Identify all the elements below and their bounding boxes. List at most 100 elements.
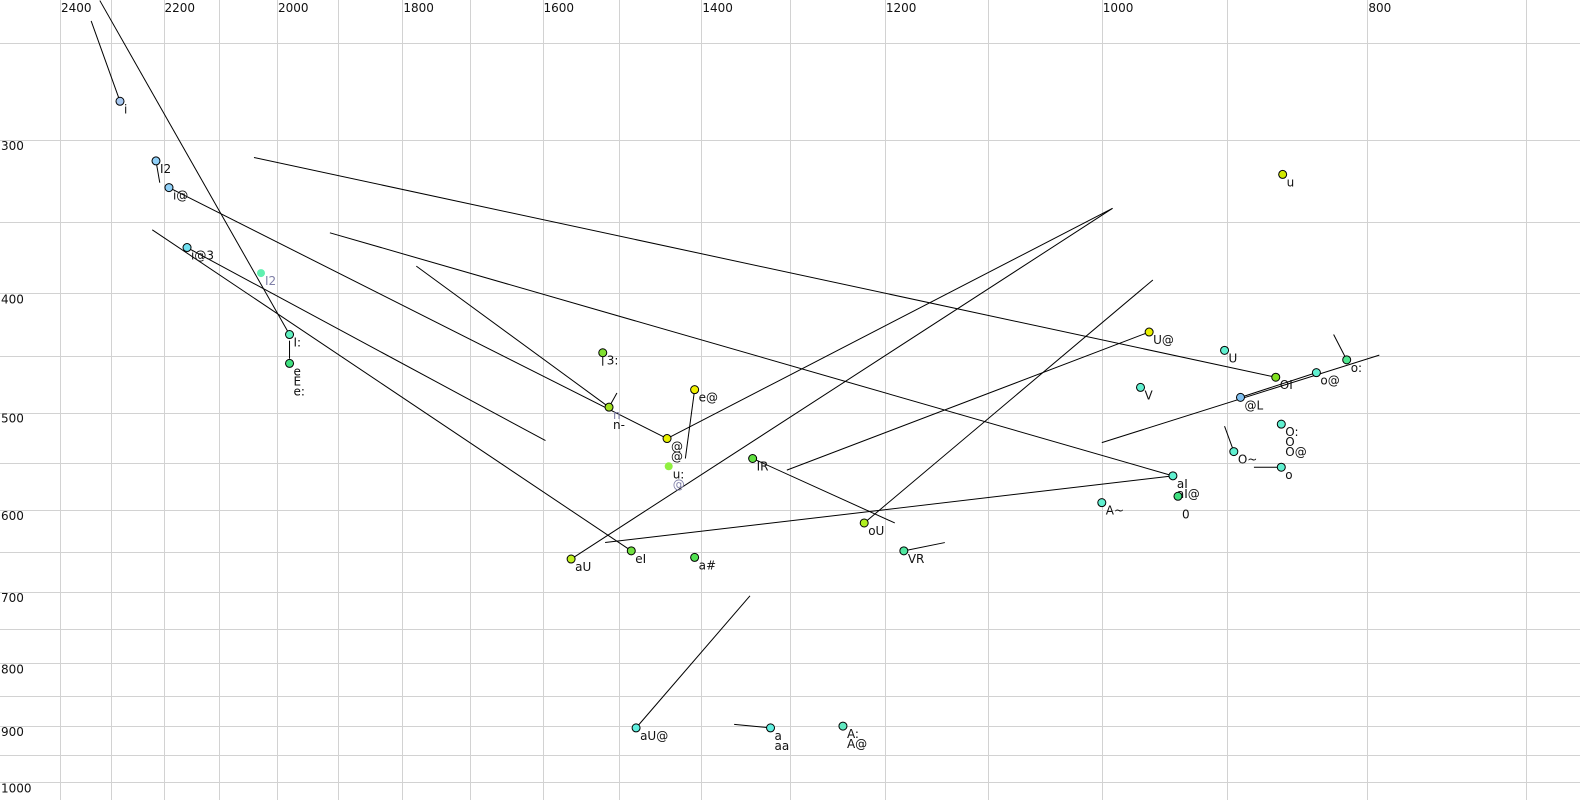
vowel-marker: [838, 721, 848, 731]
vowel-marker: [626, 546, 636, 556]
vowel-label: I2: [265, 274, 276, 288]
vowel-label: n: [613, 408, 621, 422]
vowel-marker: [662, 434, 672, 444]
vowel-point: o: [1276, 462, 1293, 482]
trajectory-line: [151, 229, 632, 552]
vowel-label: u:: [673, 467, 685, 481]
vowel-marker: [1276, 462, 1286, 472]
y-tick-label: 800: [1, 662, 24, 676]
x-tick-label: 2000: [278, 1, 309, 15]
vowel-marker: [115, 96, 125, 106]
trajectory-line: [666, 207, 1113, 439]
vowel-point: aU@: [631, 723, 668, 743]
vowel-label: U@: [1153, 333, 1174, 347]
vowel-label: A~: [1106, 504, 1124, 518]
x-tick-label: 1600: [544, 1, 575, 15]
x-tick-label: 2400: [61, 1, 92, 15]
vowel-marker: [664, 462, 673, 471]
x-tick-label: 1200: [886, 1, 917, 15]
vowel-label: O@: [1285, 445, 1306, 459]
trajectory-line: [416, 265, 610, 408]
y-tick-label: 300: [1, 139, 24, 153]
vowel-label: a#: [699, 558, 716, 572]
vowel-marker: [899, 546, 909, 556]
vowel-point: i@: [164, 183, 188, 203]
vowel-marker: [1276, 419, 1286, 429]
vowel-marker: [690, 552, 700, 562]
vowel-marker: [604, 402, 614, 412]
vowel-point: eEe:: [285, 358, 305, 398]
axis-tick-labels: 2400 2200 2000 1800 1600 1400 1200 1000 800 300 40…: [1, 1, 1391, 795]
vowel-point: i@3: [182, 243, 214, 263]
vowel-point: A~: [1097, 498, 1124, 518]
vowel-point: 0: [1173, 491, 1190, 521]
vowel-point: @L: [1235, 392, 1263, 412]
vowel-point: @@: [662, 434, 683, 464]
vowel-marker: [598, 348, 608, 358]
vowel-label: O:: [1285, 425, 1298, 439]
vowel-point: O:OO@: [1276, 419, 1307, 459]
vowel-marker: [257, 269, 266, 278]
vowel-marker: [1220, 345, 1230, 355]
vowel-label: @: [671, 450, 683, 464]
trajectory-line: [1240, 372, 1317, 398]
vowel-point: I2: [151, 156, 171, 176]
vowel-marker: [151, 156, 161, 166]
vowel-marker: [1311, 368, 1321, 378]
vowel-marker: [285, 330, 295, 340]
vowel-label: A@: [847, 737, 867, 751]
vowel-marker: [1271, 372, 1281, 382]
vowel-marker: [285, 358, 295, 368]
vowel-label: O~: [1238, 453, 1258, 467]
vowel-point: I2: [257, 269, 276, 288]
trajectory-line: [1333, 334, 1348, 361]
vowel-point: U: [1220, 345, 1237, 365]
vowel-label: VR: [908, 552, 925, 566]
vowel-label: O: [1285, 435, 1294, 449]
trajectory-line: [903, 542, 945, 552]
vowel-marker: [859, 518, 869, 528]
trajectory-line: [635, 595, 751, 729]
vowel-label: o: [1285, 468, 1292, 482]
vowel-label: i@3: [191, 249, 214, 263]
vowel-label: @: [673, 477, 685, 491]
vowel-marker: [748, 454, 758, 464]
x-tick-label: 1800: [403, 1, 434, 15]
vowel-label: e:: [294, 384, 305, 398]
vowel-point: a#: [690, 552, 716, 572]
vowel-label: @: [671, 440, 683, 454]
trajectory-line: [329, 232, 1174, 477]
trajectory-line: [605, 475, 1173, 544]
vowel-marker: [1168, 471, 1178, 481]
vowel-point: u: [1278, 169, 1294, 189]
trajectory-line: [570, 207, 1113, 560]
vowel-point: eI: [626, 546, 646, 566]
trajectory-line: [734, 723, 771, 729]
vowel-label: i: [124, 102, 127, 116]
vowel-marker: [566, 554, 576, 564]
trajectory-line: [168, 187, 668, 440]
trajectory-line: [752, 458, 896, 524]
vowel-point: OI: [1271, 372, 1293, 392]
vowel-point: A:A@: [838, 721, 867, 751]
vowel-point: aaa: [766, 723, 789, 753]
trajectory-line: [786, 331, 1150, 471]
vowel-label: aU@: [640, 729, 668, 743]
vowel-marker: [1136, 382, 1146, 392]
vowel-point: o@: [1311, 368, 1340, 388]
trajectory-line: [186, 247, 546, 442]
vowel-marker: [182, 243, 192, 253]
vowel-label: oU: [868, 524, 884, 538]
vowel-marker: [766, 723, 776, 733]
vowel-marker: [1173, 491, 1183, 501]
trajectory-line: [863, 279, 1154, 524]
vowel-label: IR: [757, 460, 769, 474]
vowel-marker: [1278, 169, 1288, 179]
vowel-point: VR: [899, 546, 925, 566]
vowel-label: A:: [847, 727, 859, 741]
vowel-label: I:: [294, 336, 302, 350]
